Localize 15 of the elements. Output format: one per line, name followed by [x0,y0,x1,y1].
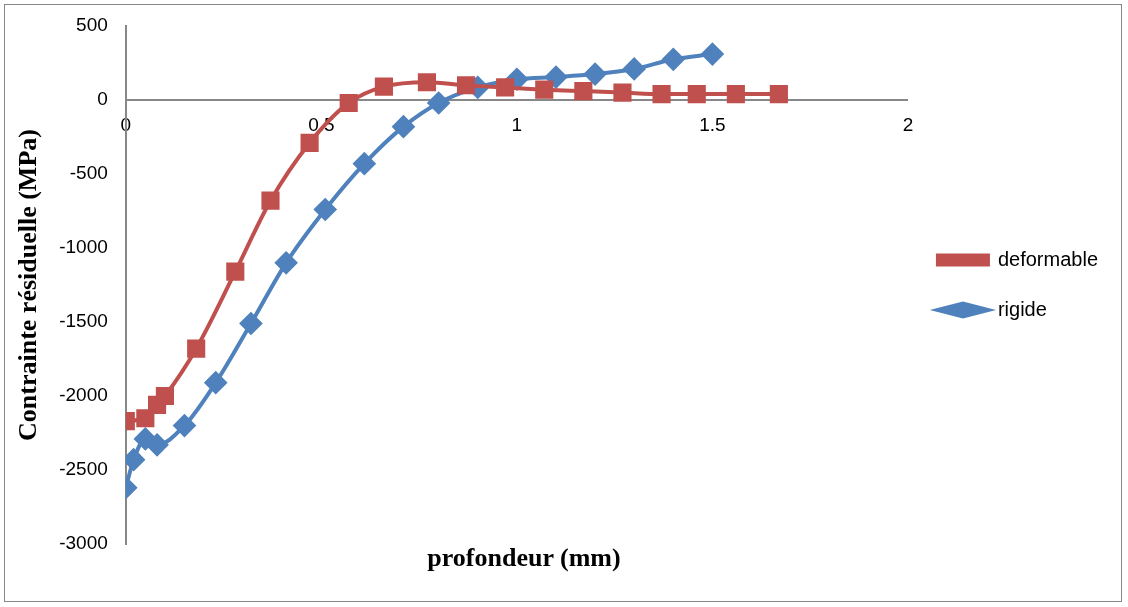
x-axis-title: profondeur (mm) [427,543,621,572]
y-tick-label: -2500 [59,458,108,480]
y-tick-label: -2000 [59,384,108,406]
x-tick-label: 1.5 [699,113,726,135]
legend-label: deformable [997,247,1098,270]
y-tick-label: 500 [76,14,108,36]
y-tick-label: -1500 [59,310,108,332]
x-tick-label: 2 [902,113,914,135]
y-tick-label: -500 [69,162,108,184]
legend-label: rigide [997,297,1047,320]
y-tick-label: 0 [97,88,108,110]
y-tick-label: -3000 [59,532,108,554]
y-tick-label: -1000 [59,236,108,258]
y-axis-title: Contrainte résiduelle (MPa) [13,129,43,441]
x-tick-label: 1 [511,113,523,135]
